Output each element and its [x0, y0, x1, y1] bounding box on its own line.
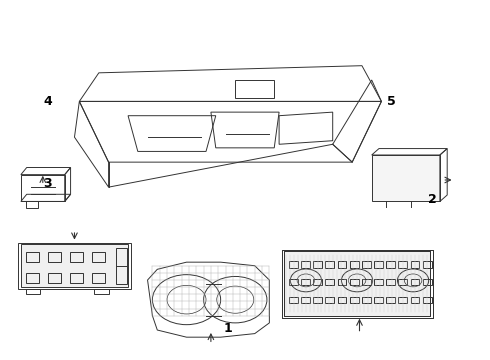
Text: 5: 5	[387, 95, 395, 108]
Bar	[386, 297, 395, 303]
Bar	[282, 249, 433, 318]
Bar	[362, 261, 371, 267]
Bar	[423, 297, 432, 303]
Bar	[325, 261, 334, 267]
Bar	[325, 297, 334, 303]
Bar	[386, 261, 395, 267]
Bar	[26, 273, 39, 283]
Bar	[116, 248, 126, 284]
Bar	[70, 252, 83, 262]
Bar	[362, 297, 371, 303]
Bar	[301, 279, 310, 285]
Bar	[301, 297, 310, 303]
Bar	[92, 252, 105, 262]
Bar	[70, 273, 83, 283]
Bar	[313, 261, 322, 267]
Bar	[338, 261, 346, 267]
Bar	[313, 297, 322, 303]
Bar	[350, 261, 359, 267]
Bar	[398, 261, 407, 267]
Bar	[423, 261, 432, 267]
Bar	[289, 279, 297, 285]
Bar	[374, 261, 383, 267]
Bar	[372, 155, 440, 202]
Bar	[94, 289, 109, 294]
Bar	[411, 297, 419, 303]
Bar	[338, 279, 346, 285]
Bar	[374, 297, 383, 303]
Bar	[284, 251, 430, 316]
Bar	[411, 279, 419, 285]
Bar	[398, 279, 407, 285]
Bar	[289, 261, 297, 267]
Bar	[423, 279, 432, 285]
Bar	[398, 297, 407, 303]
Bar	[282, 249, 433, 318]
Bar	[374, 279, 383, 285]
Bar	[26, 289, 40, 294]
Text: 4: 4	[43, 95, 52, 108]
Bar	[48, 273, 61, 283]
Bar	[19, 243, 130, 289]
Bar	[26, 202, 38, 208]
Bar	[411, 261, 419, 267]
Bar	[313, 279, 322, 285]
Text: 1: 1	[223, 322, 232, 335]
Bar	[350, 297, 359, 303]
Bar	[301, 261, 310, 267]
Bar	[48, 252, 61, 262]
Bar	[26, 252, 39, 262]
Bar	[362, 279, 371, 285]
Bar	[289, 297, 297, 303]
Bar	[21, 244, 128, 287]
Bar	[284, 251, 430, 316]
Bar	[92, 273, 105, 283]
Text: 3: 3	[43, 177, 52, 190]
Text: 2: 2	[428, 193, 437, 206]
Bar	[350, 279, 359, 285]
Bar	[338, 297, 346, 303]
Bar	[386, 279, 395, 285]
Bar	[325, 279, 334, 285]
